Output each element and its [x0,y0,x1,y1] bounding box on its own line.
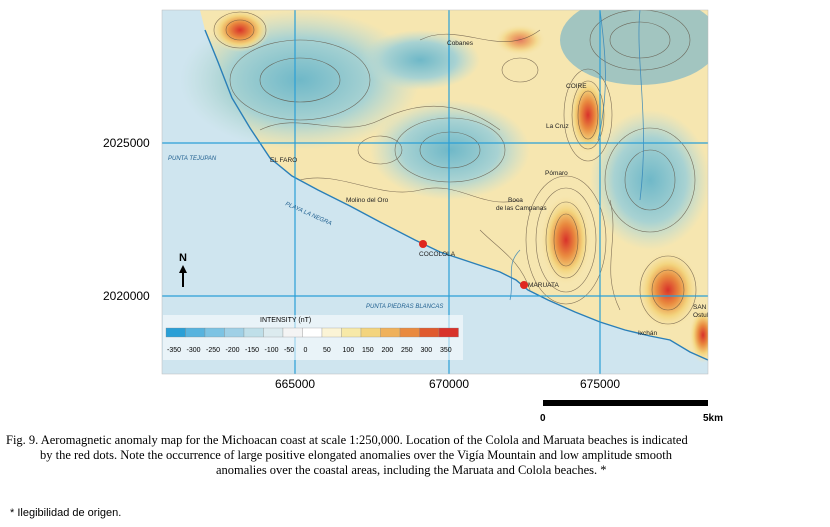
legend-tick-label: 100 [343,347,355,354]
legend-swatch [380,327,401,338]
caption-line-1: Fig. 9. Aeromagnetic anomaly map for the… [6,433,688,447]
north-arrow: N [179,252,187,287]
scale-start-label: 0 [540,413,546,424]
legend-tick-label: -300 [187,347,201,354]
legend-tick-label: -250 [206,347,220,354]
maruata-beach-dot [520,281,528,289]
place-label: Molino del Oro [346,197,389,204]
hot-anomaly [210,10,270,52]
place-label: COCOLOLA [419,251,456,258]
legend-swatch [360,327,381,338]
legend-swatch [438,327,459,338]
legend-swatch [204,327,225,338]
x-tick-label: 675000 [580,377,620,391]
place-label: MARUATA [528,282,559,289]
legend-tick-label: 0 [304,347,308,354]
legend-tick-label: 200 [382,347,394,354]
legend-swatch [185,327,206,338]
legend-swatch [282,327,303,338]
cool-anomaly [370,100,530,200]
hot-anomaly [636,250,700,330]
legend-swatch [302,327,323,338]
place-label: Ostula [693,312,712,319]
y-tick-label: 2020000 [103,289,150,303]
legend-tick-label: -150 [245,347,259,354]
caption-line-2: by the red dots. Note the occurrence of … [40,448,672,462]
place-label: SAN [693,304,707,311]
footnote: * Ilegibilidad de origen. [10,507,122,519]
legend-title: INTENSITY (nT) [260,317,311,324]
north-label: N [179,252,187,264]
legend-tick-label: 350 [440,347,452,354]
hot-anomaly [689,307,708,363]
aeromagnetic-map: Cobanes COIRE La Cruz EL FARO Pómaro Mol… [103,9,723,424]
place-label: Cobanes [447,40,474,47]
place-label: EL FARO [270,157,297,164]
place-label: COIRE [566,83,587,90]
north-arrow-head-icon [179,265,187,273]
contour-lines [213,10,697,325]
x-tick-label: 665000 [275,377,315,391]
cool-anomaly [590,110,708,250]
y-tick-label: 2025000 [103,136,150,150]
cool-anomaly [360,30,480,90]
sea-label: PUNTA PIEDRAS BLANCAS [366,304,443,310]
cool-anomaly [560,10,708,85]
scale-end-label: 5km [703,413,723,424]
map-border [161,9,709,375]
place-label: La Cruz [546,123,569,130]
legend-tick-label: -200 [226,347,240,354]
intensity-legend: INTENSITY (nT) -350 -300 -250 -200 -150 -100-… [163,315,463,360]
legend-tick-label: -50 [284,347,294,354]
grid-lines [162,10,708,374]
scale-bar: 0 5km [540,400,723,424]
place-label: Ixchán [638,330,658,337]
legend-swatch [263,327,284,338]
place-label: Pómaro [545,170,568,177]
legend-swatch [224,327,245,338]
legend-tick-label: 50 [323,347,331,354]
legend-swatch [321,327,342,338]
rivers [509,10,644,301]
legend-ticks: -350 -300 -250 -200 -150 -100 -50 0 50 100 150 200 2… [167,347,452,354]
colola-beach-dot [419,240,427,248]
hot-anomaly [568,75,608,155]
legend-swatch [341,327,362,338]
map-frame: Cobanes COIRE La Cruz EL FARO Pómaro Mol… [162,10,712,374]
legend-swatch [165,327,186,338]
coastline [204,29,708,361]
legend-tick-label: -100 [265,347,279,354]
legend-tick-label: -350 [167,347,181,354]
legend-tick-label: 150 [362,347,374,354]
legend-swatches [165,327,459,338]
hot-anomaly [540,194,592,286]
place-label: Boca [508,197,523,204]
legend-swatch [399,327,420,338]
legend-swatch [419,327,440,338]
legend-swatch [243,327,264,338]
legend-tick-label: 300 [421,347,433,354]
legend-tick-label: 250 [401,347,413,354]
x-tick-label: 670000 [429,377,469,391]
sea-label: PUNTA TEJUPAN [168,156,217,162]
place-label: de las Campanas [496,205,547,212]
caption-line-3: anomalies over the coastal areas, includ… [216,463,607,477]
